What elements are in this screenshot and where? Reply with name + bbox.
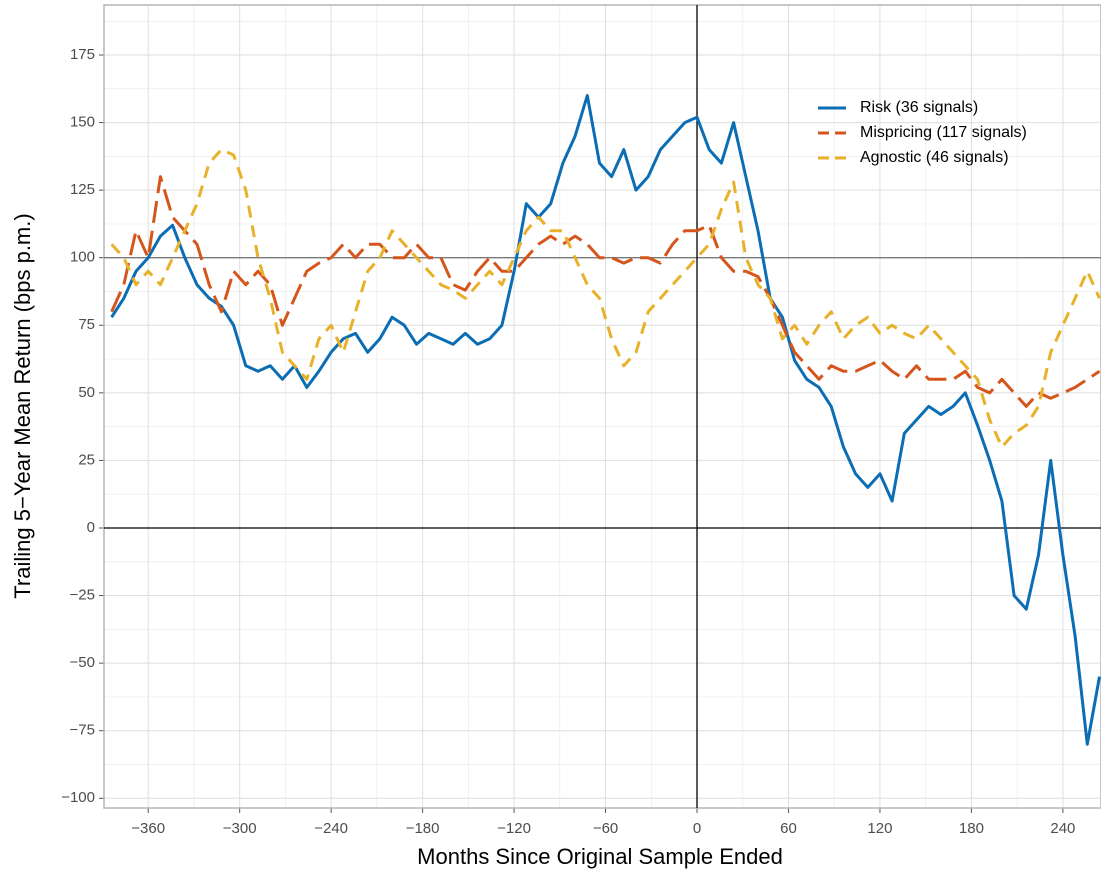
y-axis-title: Trailing 5−Year Mean Return (bps p.m.): [10, 213, 35, 598]
series-line: [110, 148, 1101, 449]
plot-border: [103, 4, 1101, 809]
legend-label: Agnostic (46 signals): [860, 149, 1009, 166]
x-axis-title: Months Since Original Sample Ended: [417, 844, 783, 869]
x-tick-label: −300: [223, 820, 257, 837]
y-tick-label: 125: [70, 181, 95, 198]
x-tick-label: 60: [780, 820, 797, 837]
y-tick-label: 50: [78, 384, 95, 401]
y-tick-label: 175: [70, 46, 95, 63]
y-tick-label: −75: [70, 722, 95, 739]
y-tick-label: 25: [78, 451, 95, 468]
x-tick-label: −240: [314, 820, 348, 837]
y-tick-label: 75: [78, 316, 95, 333]
x-tick-label: −360: [131, 820, 165, 837]
y-tick-label: −50: [70, 654, 95, 671]
y-tick-label: 0: [87, 519, 95, 536]
y-tick-label: 100: [70, 249, 95, 266]
y-tick-label: −25: [70, 587, 95, 604]
series-line: [110, 94, 1101, 746]
y-tick-label: −100: [61, 789, 95, 806]
x-tick-label: 240: [1050, 820, 1075, 837]
plot-background: [104, 5, 1101, 808]
x-tick-label: −120: [497, 820, 531, 837]
x-tick-label: 0: [693, 820, 701, 837]
legend-label: Risk (36 signals): [860, 99, 978, 116]
x-tick-label: 120: [867, 820, 892, 837]
x-tick-label: 180: [959, 820, 984, 837]
y-tick-label: 150: [70, 114, 95, 131]
x-tick-label: −180: [406, 820, 440, 837]
series-line: [110, 175, 1101, 408]
plot-lines: [110, 94, 1101, 746]
legend-label: Mispricing (117 signals): [860, 124, 1027, 141]
x-tick-label: −60: [593, 820, 618, 837]
